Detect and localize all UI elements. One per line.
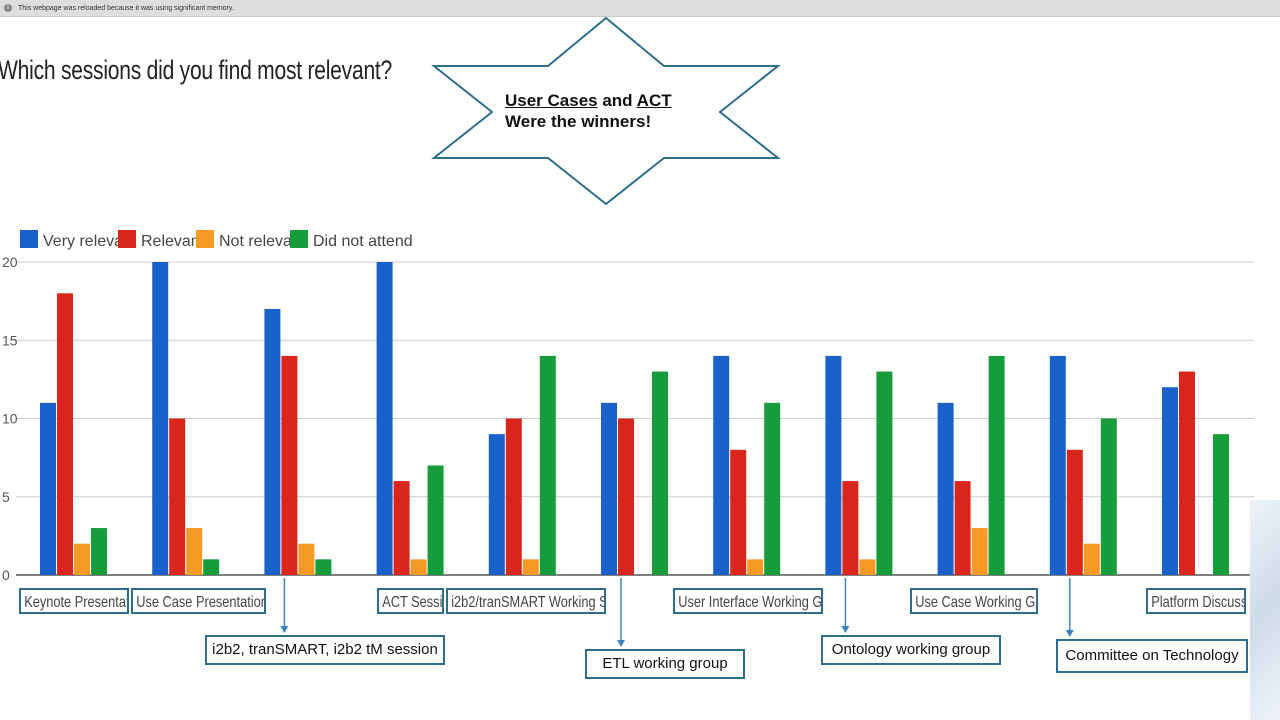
connector-arrow [841,626,850,633]
memory-notice-text: This webpage was reloaded because it was… [18,4,234,12]
category-label-box: Platform Discussion [1146,588,1246,614]
bar [488,434,505,575]
bar [298,543,315,575]
bar [747,559,764,575]
info-icon: i [4,4,12,12]
callout-text: User Cases and ACT Were the winners! [505,90,672,132]
chart-grid: 0 5 10 15 20 [2,254,1254,583]
bar [57,293,73,575]
bar [186,528,203,575]
bar [91,528,107,575]
bar [825,355,842,575]
chart-legend: Very relevant Relevant Not relevant Did not… [20,230,413,250]
bar [988,355,1005,575]
annotation-connectors [280,578,1074,647]
bar [713,355,730,575]
bar [169,418,186,575]
bar [410,559,427,575]
y-tick-label: 20 [2,254,18,270]
legend-swatch [118,230,136,248]
slide-question: Which sessions did you find most relevan… [0,55,393,85]
category-label-box: ACT Session [377,588,444,614]
bar [601,402,617,575]
bar [1162,387,1178,575]
annotation-committee-on-technology: Committee on Technology [1056,639,1248,673]
bar [876,371,893,575]
category-label-box: Use Case Presentations [131,588,266,614]
category-label-box: Use Case Working Group [910,588,1038,614]
callout-star-shape [431,16,781,206]
legend-label: Did not attend [313,233,413,250]
y-tick-label: 10 [2,411,18,427]
bar [315,559,332,575]
memory-notice-bar: i This webpage was reloaded because it w… [0,0,1280,17]
bar [522,559,539,575]
bar [505,418,522,575]
annotation-i2b2-session: i2b2, tranSMART, i2b2 tM session [205,635,445,665]
bar [730,449,747,575]
bar [1213,434,1229,575]
bar [937,402,954,575]
legend-label: Very relevant [43,233,137,250]
connector-arrow [1065,630,1074,637]
bar [264,308,281,575]
callout-joiner: and [597,91,637,110]
callout-highlight-user-cases: User Cases [505,91,598,110]
callout-highlight-act: ACT [636,91,672,110]
chart-bars [40,262,1229,575]
y-tick-label: 5 [2,489,10,505]
annotation-ontology-working-group: Ontology working group [821,635,1001,665]
callout-line-2: Were the winners! [505,112,652,131]
bar [764,402,781,575]
bar [152,262,169,575]
legend-swatch [20,230,38,248]
bar [539,355,556,575]
bar [1083,543,1100,575]
bar [842,481,859,575]
bar [1100,418,1117,575]
bar [859,559,876,575]
bar [393,481,410,575]
bar [971,528,988,575]
bar [427,465,444,575]
bar [954,481,971,575]
bar [376,262,393,575]
connector-arrow [280,626,289,633]
category-label-box: User Interface Working Group [673,588,823,614]
legend-swatch [196,230,214,248]
slide-corner-decoration [1250,500,1280,720]
connector-arrow [617,640,625,647]
annotation-etl-working-group: ETL working group [585,649,745,679]
bar [1179,371,1195,575]
bar [40,402,56,575]
legend-label: Relevant [141,233,205,250]
legend-label: Not relevant [219,233,306,250]
category-label-box: Keynote Presentations [19,588,129,614]
category-label-box: i2b2/tranSMART Working Session [446,588,606,614]
y-tick-label: 0 [2,567,10,583]
legend-swatch [290,230,308,248]
bar [652,371,668,575]
bar [281,355,298,575]
bar [203,559,220,575]
bar [618,418,634,575]
bar [1049,355,1066,575]
y-tick-label: 15 [2,332,18,348]
bar [74,543,90,575]
bar [1066,449,1083,575]
